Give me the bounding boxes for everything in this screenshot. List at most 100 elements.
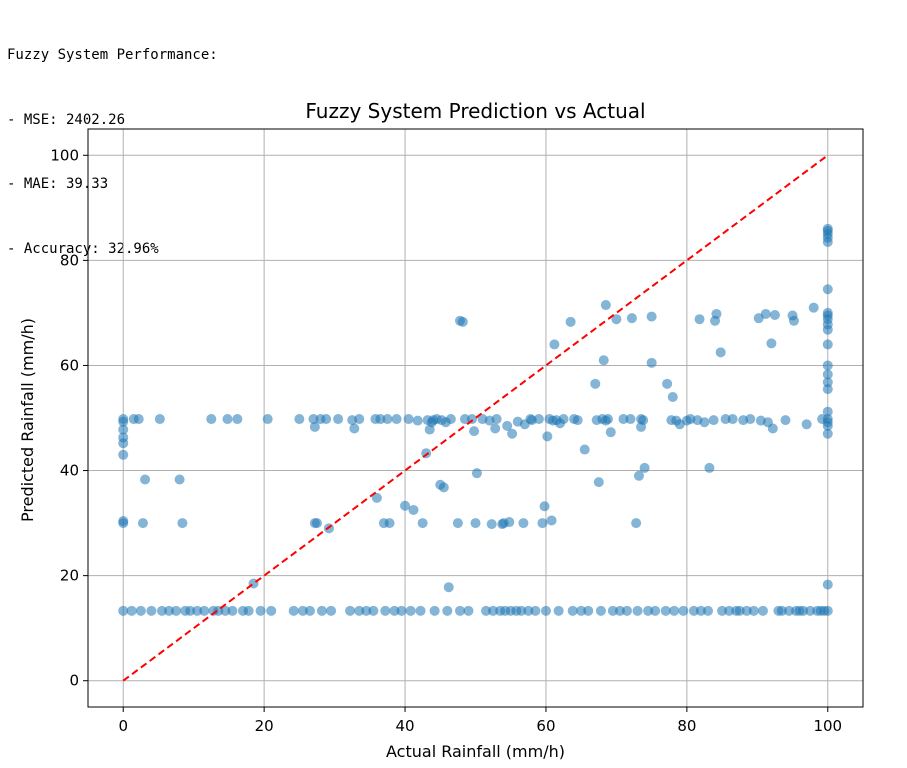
data-point (695, 605, 706, 616)
data-point (704, 462, 715, 473)
data-point (734, 605, 745, 616)
data-point (822, 369, 833, 380)
data-point (769, 310, 780, 321)
data-point (822, 307, 833, 318)
data-point (488, 605, 499, 616)
data-point (600, 300, 611, 311)
data-point (502, 420, 513, 431)
data-point (443, 582, 454, 593)
data-point (140, 474, 151, 485)
data-point (539, 501, 550, 512)
data-point (118, 605, 129, 616)
data-point (708, 415, 719, 426)
data-point (192, 605, 203, 616)
data-point (567, 605, 578, 616)
data-point (595, 605, 606, 616)
data-point (767, 423, 778, 434)
console-line-mae: - MAE: 39.33 (7, 176, 109, 192)
data-point (540, 605, 551, 616)
data-point (598, 355, 609, 366)
data-point (146, 605, 157, 616)
data-point (643, 605, 654, 616)
data-point (156, 605, 167, 616)
data-point (822, 605, 833, 616)
data-point (631, 518, 642, 529)
data-point (400, 500, 411, 511)
reference-line (122, 154, 829, 682)
data-point (699, 417, 710, 428)
data-point (579, 444, 590, 455)
data-point (459, 414, 470, 425)
console-line-accuracy: - Accuracy: 32.96% (7, 240, 159, 257)
x-tick-label: 40 (395, 717, 414, 735)
data-point (650, 605, 661, 616)
x-tick-label: 80 (677, 717, 696, 735)
data-point (822, 339, 833, 350)
data-point (222, 414, 233, 425)
data-point (438, 482, 449, 493)
data-point (822, 284, 833, 295)
data-point (349, 423, 360, 434)
data-point (133, 414, 144, 425)
console-output: Fuzzy System Performance: - MSE: 2402.26… (7, 2, 218, 282)
data-point (614, 605, 625, 616)
data-point (118, 424, 129, 435)
data-point (583, 605, 594, 616)
data-point (396, 605, 407, 616)
data-point (384, 518, 395, 529)
data-point (776, 605, 787, 616)
data-point (530, 605, 541, 616)
x-tick-label: 100 (813, 717, 842, 735)
data-point (469, 426, 480, 437)
data-point (490, 423, 501, 434)
y-tick-label: 100 (50, 146, 79, 164)
data-point (311, 518, 322, 529)
data-point (288, 605, 299, 616)
data-point (625, 414, 636, 425)
data-point (760, 308, 771, 319)
data-point (822, 360, 833, 371)
data-point (766, 338, 777, 349)
data-point (805, 605, 816, 616)
data-point (822, 223, 833, 234)
data-point (118, 515, 129, 526)
data-point (457, 316, 468, 327)
data-point (361, 605, 372, 616)
data-point (308, 414, 319, 425)
data-point (321, 414, 332, 425)
data-point (345, 605, 356, 616)
y-tick-label: 20 (60, 567, 79, 585)
data-point (154, 414, 165, 425)
data-point (266, 605, 277, 616)
data-point (421, 448, 432, 459)
data-point (415, 605, 426, 616)
data-point (662, 378, 673, 389)
y-axis-ticks: 0 20 40 60 80 100 (50, 146, 88, 690)
plot-frame (87, 128, 864, 708)
data-point (801, 419, 812, 430)
data-point (412, 415, 423, 426)
console-line-heading: Fuzzy System Performance: (7, 47, 218, 63)
data-point (199, 605, 210, 616)
data-point (380, 605, 391, 616)
data-point (822, 428, 833, 439)
data-point (408, 504, 419, 515)
data-point (405, 605, 416, 616)
y-tick-label: 80 (60, 251, 79, 269)
x-axis-ticks: 0 20 40 60 80 100 (118, 707, 842, 735)
data-point (294, 414, 305, 425)
data-point (808, 302, 819, 313)
data-point (533, 414, 544, 425)
data-point (605, 427, 616, 438)
data-point (822, 414, 833, 425)
data-point (780, 415, 791, 426)
data-point (375, 414, 386, 425)
data-point (452, 518, 463, 529)
data-point (576, 605, 587, 616)
data-point (822, 579, 833, 590)
data-point (542, 431, 553, 442)
data-point (553, 605, 564, 616)
data-point (748, 605, 759, 616)
data-point (646, 357, 657, 368)
